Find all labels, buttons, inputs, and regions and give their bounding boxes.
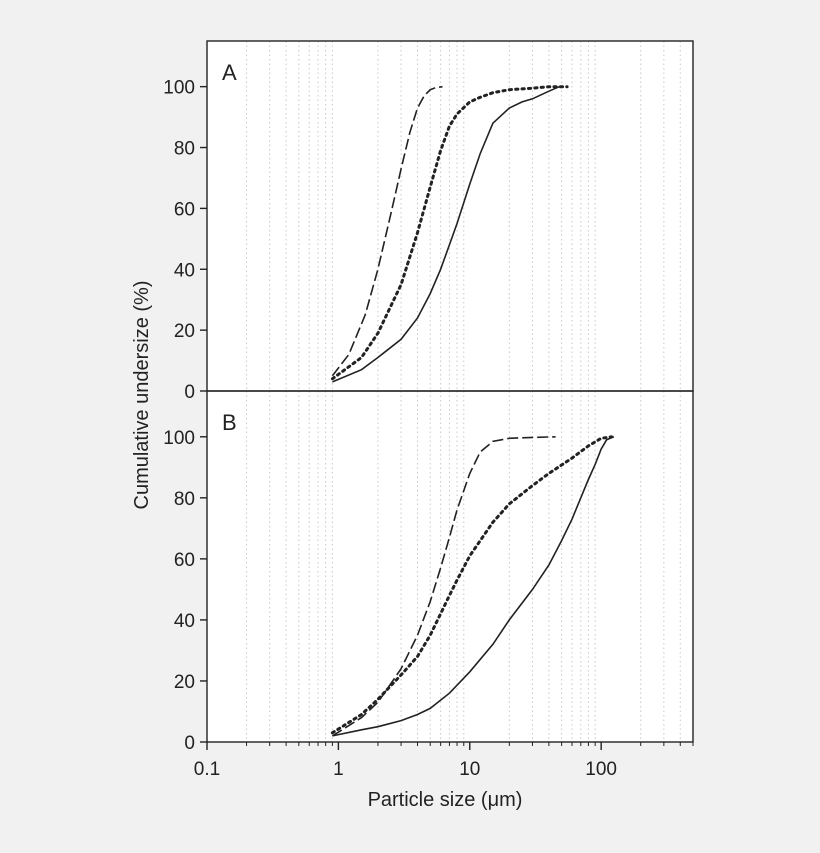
series-layer: [330, 85, 615, 737]
plot-area-a: [207, 41, 693, 391]
plot-frame-b: [206, 390, 694, 743]
y-tick-label: 0: [184, 733, 195, 754]
y-tick-label: 60: [174, 199, 195, 220]
x-tick-label: 10: [459, 759, 480, 780]
series-line-dashed-a: [331, 85, 443, 377]
y-tick-label: 100: [163, 78, 195, 99]
y-tick-label: 80: [174, 489, 195, 510]
y-tick-label: 40: [174, 260, 195, 281]
series-line-solid-b: [332, 436, 615, 737]
y-tick-label: 100: [163, 428, 195, 449]
plot-area-b: [207, 391, 693, 742]
series-line-dashed-b: [331, 436, 556, 737]
grid-layer: [207, 41, 694, 742]
x-tick-label: 1: [333, 759, 344, 780]
y-axis-title: Cumulative undersize (%): [131, 281, 153, 510]
x-tick-label: 100: [585, 759, 617, 780]
x-axis-title: Particle size (μm): [368, 789, 523, 811]
frame-layer: [200, 40, 694, 750]
y-tick-label: 0: [184, 382, 195, 403]
y-tick-label: 20: [174, 321, 195, 342]
label-layer: 0 20 40 60 80 100 0 20 40 60 80 100 0.1 1 10 100: [163, 78, 617, 780]
panel-label-b: B: [222, 410, 237, 435]
series-line-solid-a: [332, 85, 560, 383]
y-tick-label: 80: [174, 139, 195, 160]
panel-label-a: A: [222, 60, 237, 85]
y-tick-label: 40: [174, 611, 195, 632]
series-line-dotted-b: [330, 435, 614, 735]
series-line-dotted-a: [330, 85, 569, 381]
y-tick-label: 20: [174, 672, 195, 693]
x-tick-label: 0.1: [194, 759, 220, 780]
y-tick-label: 60: [174, 550, 195, 571]
